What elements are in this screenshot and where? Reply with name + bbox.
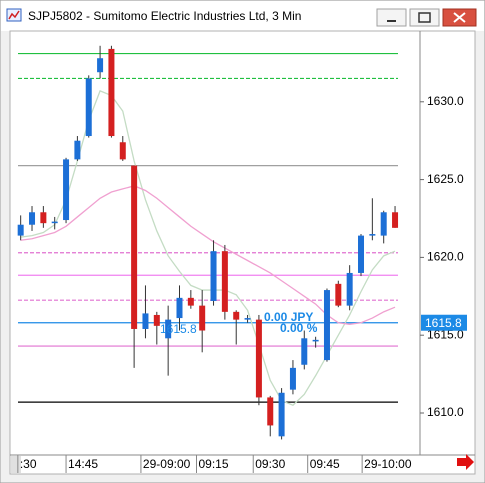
candle-body [40, 212, 47, 224]
candle-body [74, 140, 81, 160]
candle-body [312, 339, 319, 342]
candle-body [176, 297, 183, 319]
candle-body [323, 290, 330, 361]
candle-body [380, 212, 387, 236]
candle-body [221, 251, 228, 312]
candle-body [244, 318, 251, 320]
candle-body [108, 48, 115, 137]
candle-body [51, 221, 58, 224]
x-tick-label: 14:45 [68, 457, 98, 471]
candle-body [369, 234, 376, 236]
annotation: 1615.8 [160, 322, 197, 336]
candle-body [153, 314, 160, 326]
candle-body [187, 297, 194, 306]
candle-body [233, 311, 240, 320]
scroll-right-arrow[interactable] [457, 454, 474, 470]
candle-body [63, 159, 70, 221]
last-price-label: 1615.8 [425, 316, 462, 330]
candle-body [358, 235, 365, 273]
candle-body [301, 338, 308, 365]
chart-title: SJPJ5802 - Sumitomo Electric Industries … [28, 9, 301, 23]
candle-body [278, 392, 285, 437]
x-tick-label: 09:45 [310, 457, 340, 471]
y-tick-label: 1615.0 [427, 327, 464, 341]
candle-body [267, 397, 274, 426]
candle-body [165, 319, 172, 339]
candle-body [289, 367, 296, 390]
candle-body [17, 224, 24, 236]
moving-average [20, 90, 396, 406]
candle-body [346, 272, 353, 306]
y-tick-label: 1630.0 [427, 94, 464, 108]
y-tick-label: 1620.0 [427, 250, 464, 264]
candle-body [97, 58, 104, 73]
candle-body [199, 305, 206, 331]
candle-body [119, 142, 126, 160]
candle-body [392, 212, 399, 228]
x-tick-label: 29-09:00 [143, 457, 191, 471]
close-icon [453, 12, 466, 23]
annotation: 0.00 % [280, 321, 318, 335]
last-price-tag [421, 314, 467, 331]
moving-average [20, 185, 396, 325]
candle-body [131, 165, 138, 329]
candle-body [255, 319, 262, 398]
maximize-button[interactable] [409, 8, 440, 27]
window-icon-line [8, 10, 20, 20]
candle-body [210, 251, 217, 301]
x-tick-label: 29-10:00 [364, 457, 412, 471]
y-tick-label: 1625.0 [427, 172, 464, 186]
candle-body [142, 313, 149, 329]
x-tick-label: 09:30 [255, 457, 285, 471]
x-tick-label: 09:15 [199, 457, 229, 471]
y-tick-label: 1610.0 [427, 405, 464, 419]
maximize-icon [418, 12, 431, 23]
minimize-button[interactable] [376, 8, 407, 27]
annotation: 0.00 JPY [264, 310, 313, 324]
scroll-stub[interactable] [11, 456, 21, 473]
candle-body [85, 78, 92, 137]
x-tick-label: :30 [20, 457, 37, 471]
candle-body [29, 212, 36, 225]
candle-body [335, 283, 342, 306]
